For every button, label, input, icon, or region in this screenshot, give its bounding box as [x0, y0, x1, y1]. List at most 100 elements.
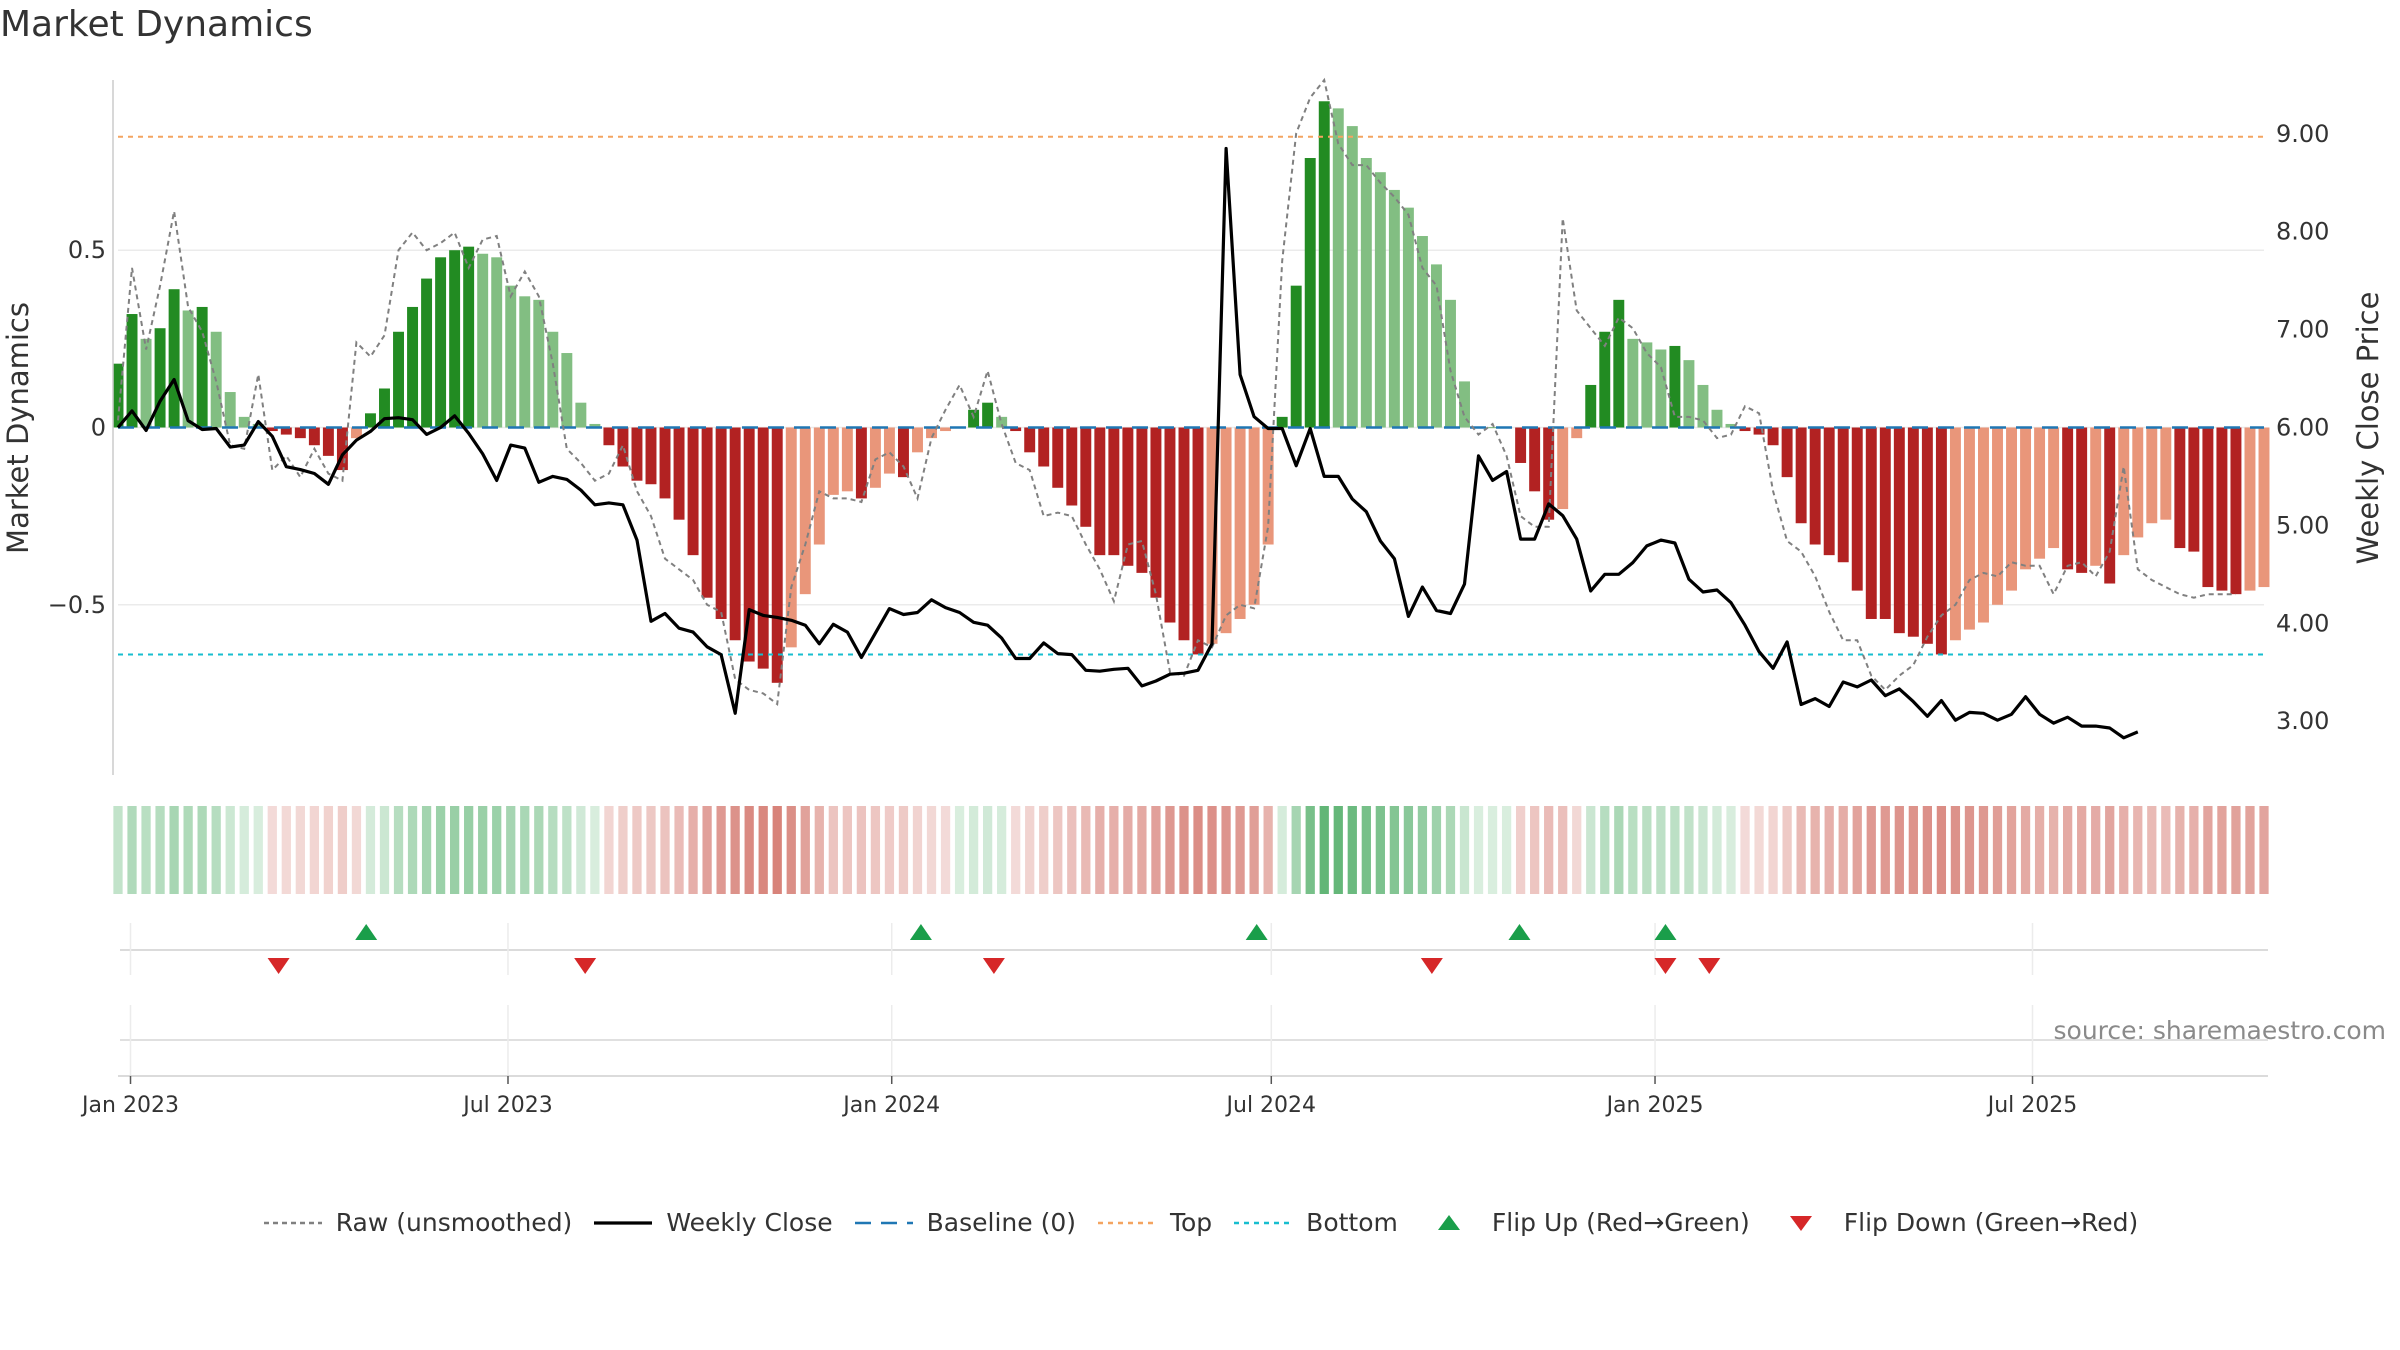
md-bar: [1753, 427, 1765, 435]
heat-cell: [632, 806, 642, 894]
legend-label: Flip Down (Green→Red): [1843, 1208, 2139, 1237]
heat-cell: [618, 806, 628, 894]
md-bar: [912, 427, 923, 453]
md-bar: [1038, 427, 1050, 467]
heat-cell: [351, 806, 362, 894]
md-bar: [1697, 384, 1709, 428]
md-bar: [2034, 427, 2046, 559]
md-bar: [1669, 345, 1681, 428]
heat-cell: [393, 806, 404, 894]
md-bar: [1150, 427, 1162, 598]
heat-cell: [1487, 806, 1498, 894]
legend-symbol-flip_down: [1789, 1215, 1812, 1231]
legend-item-close: Weekly Close: [592, 1208, 833, 1237]
heat-cell: [141, 806, 151, 894]
heat-cell: [1417, 806, 1428, 894]
md-bar: [1052, 427, 1064, 488]
legend: Raw (unsmoothed) Weekly Close Baseline (0)…: [0, 1208, 2400, 1239]
md-bar: [659, 427, 671, 499]
heat-cell: [1712, 806, 1722, 894]
heat-cell: [1025, 806, 1035, 894]
heat-cell: [492, 806, 502, 894]
flip-up-marker: [909, 924, 932, 940]
legend-item-flip_up: Flip Up (Red→Green): [1418, 1208, 1750, 1237]
heat-cell: [435, 806, 446, 894]
heat-cell: [281, 806, 291, 894]
heat-cell: [1179, 806, 1189, 894]
heat-cell: [604, 806, 614, 894]
heat-cell: [2006, 806, 2017, 894]
heat-cell: [169, 806, 179, 894]
md-bar: [1402, 207, 1414, 428]
heat-cell: [464, 806, 474, 894]
close-series: [116, 146, 2139, 740]
heat-cell: [1123, 806, 1133, 894]
md-bar: [2132, 427, 2144, 538]
heat-cell: [365, 806, 376, 894]
heat-cell: [2259, 806, 2269, 894]
heat-cell: [2048, 806, 2059, 894]
heat-cell: [1586, 806, 1596, 894]
source-note: source: sharemaestro.com: [2053, 1016, 2387, 1045]
md-bar: [266, 427, 278, 432]
y2-tick-label: 3.00: [2276, 707, 2329, 735]
md-bar: [112, 363, 124, 428]
heat-cell: [1642, 806, 1652, 894]
heat-cell: [702, 806, 712, 894]
md-bar: [771, 427, 783, 683]
heat-cell: [2063, 806, 2073, 894]
md-bar: [1248, 427, 1260, 605]
md-bar: [1108, 427, 1120, 556]
y2-tick-label: 5.00: [2276, 511, 2329, 539]
heat-cell: [1852, 806, 1862, 894]
heat-cell: [912, 806, 923, 894]
md-bar: [687, 427, 699, 556]
md-bar: [1641, 342, 1653, 428]
md-bar: [1374, 172, 1386, 428]
heat-cell: [1319, 806, 1329, 894]
md-bar: [1571, 427, 1583, 439]
flip-up-marker: [1245, 924, 1268, 940]
md-bar: [1963, 427, 1975, 630]
md-bar: [2104, 427, 2116, 584]
flip-down-marker: [982, 958, 1005, 974]
md-bar: [1767, 427, 1779, 446]
heat-cell: [1109, 806, 1119, 894]
heat-cell: [1053, 806, 1063, 894]
md-bar: [1164, 427, 1176, 623]
md-bar: [1627, 338, 1639, 428]
heat-cell: [997, 806, 1007, 894]
md-bar: [154, 328, 166, 428]
md-bar: [1739, 427, 1751, 432]
md-bar: [1879, 427, 1891, 619]
md-bar: [1178, 427, 1190, 641]
heat-cell: [1235, 806, 1245, 894]
md-bar: [1318, 101, 1330, 428]
heat-strip: [113, 806, 2269, 894]
md-bar: [1599, 331, 1611, 428]
heat-cell: [1950, 806, 1961, 894]
md-bar: [435, 257, 447, 428]
empty-panel: [120, 1005, 2268, 1075]
heat-cell: [1964, 806, 1975, 894]
heat-cell: [1936, 806, 1947, 894]
legend-label: Top: [1169, 1208, 1213, 1237]
heat-cell: [954, 806, 965, 894]
md-bar: [1080, 427, 1092, 527]
md-bar: [813, 427, 825, 545]
heat-cell: [646, 806, 656, 894]
legend-item-top: Top: [1096, 1208, 1212, 1237]
md-bar: [757, 427, 769, 669]
heat-cell: [884, 806, 895, 894]
close-line: [116, 146, 2139, 740]
md-bar: [1837, 427, 1849, 563]
md-bar: [379, 388, 390, 428]
heat-cell: [2020, 806, 2031, 894]
md-bar: [1795, 427, 1807, 524]
heat-cell: [786, 806, 796, 894]
md-bar: [421, 278, 433, 428]
md-bar: [1459, 381, 1470, 428]
md-bar: [1332, 108, 1344, 428]
md-bar: [1613, 299, 1625, 428]
md-bar: [547, 331, 559, 428]
